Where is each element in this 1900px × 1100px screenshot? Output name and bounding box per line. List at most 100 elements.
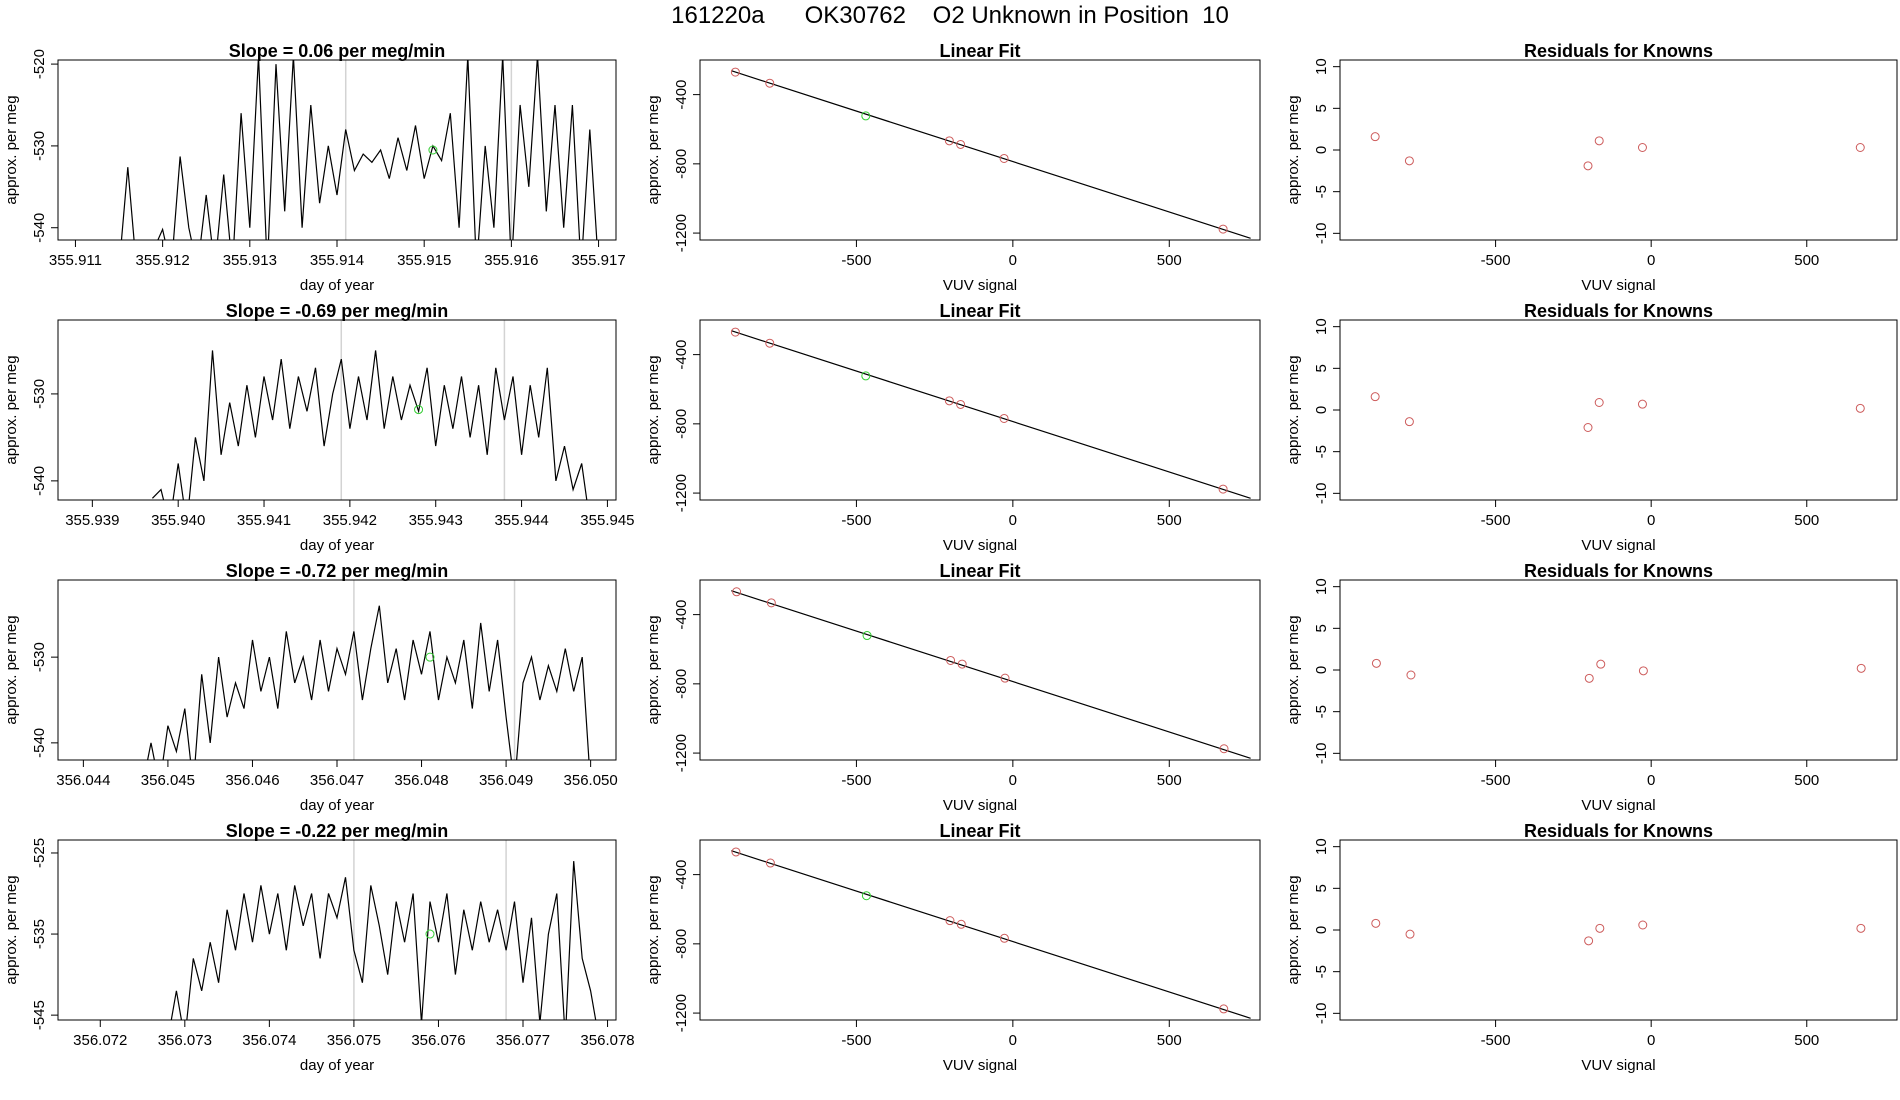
row1-ts-series-line [151,350,588,500]
row3-fit-ylabel: approx. per meg [645,875,662,984]
row0-fit-unknown-point [861,111,871,121]
row2-res-point-0 [1371,658,1381,668]
row3-res-point-2 [1584,936,1594,946]
row1-fit-title: Linear Fit [939,301,1020,321]
row2-res-ytick-0: 10 [1313,578,1330,595]
row1-fit-frame [699,319,1261,501]
row1-ts-xtick-2: 355.941 [237,512,291,529]
row0-ts-unknown-point [428,145,438,155]
row1-ts-ytick-1: -540 [31,466,48,496]
row0-ts-xtick-2: 355.913 [223,252,277,269]
row0-ts-xtick-0: 355.911 [49,252,102,269]
row2-fit-known-point-4 [1000,673,1010,683]
row3-ts-ytick-2: -545 [31,1000,48,1030]
row0-res-point-2 [1583,161,1593,171]
row1-fit-xtick-1: 0 [1009,512,1017,529]
row1-res-ytick-4: -10 [1313,482,1330,504]
row3-fit-ytick-2: -1200 [673,994,690,1032]
row2-ts-xtick-4: 356.048 [394,772,448,789]
row0-res-frame [1339,59,1898,241]
row3-ts-xlabel: day of year [300,1057,374,1074]
row0-fit-known-point-4 [999,153,1009,163]
row3-ts-ytick-0: -525 [31,838,48,868]
row1-fit-known-point-4 [999,413,1009,423]
row3-ts-xtick-0: 356.072 [73,1032,127,1049]
row1-res-point-3 [1594,398,1604,407]
row1-res-point-0 [1370,392,1380,402]
row2-fit-known-point-3 [957,659,967,669]
row0-ts-ytick-1: -530 [31,131,48,161]
row0-res-title: Residuals for Knowns [1524,41,1713,61]
row0-fit-known-point-0 [730,67,740,77]
row3-res-ytick-3: -5 [1313,965,1330,978]
row0-fit-frame [699,59,1261,241]
row1-fit-ytick-0: -400 [673,340,690,370]
row2-fit-ytick-2: -1200 [673,734,690,772]
row1-ts-xtick-4: 355.943 [409,512,463,529]
row2-res-point-4 [1638,666,1648,676]
row3-res-xtick-0: -500 [1481,1032,1511,1049]
row2-fit-known-point-5 [1219,744,1229,754]
row2-ts-ytick-1: -540 [31,728,48,758]
row0-ts-title: Slope = 0.06 per meg/min [229,41,446,61]
row0-fit-ytick-2: -1200 [673,214,690,252]
row2-fit-known-point-1 [766,598,776,608]
row2-ts-xlabel: day of year [300,797,374,814]
row3-fit-known-point-0 [731,847,741,857]
row3-res-ytick-1: 5 [1313,884,1330,892]
row3-ts-xtick-3: 356.075 [327,1032,381,1049]
row0-res-xtick-1: 0 [1647,252,1655,269]
row3-ts-series-line [170,861,597,1020]
row2-ts-title: Slope = -0.72 per meg/min [226,561,449,581]
row2-res-point-5 [1856,663,1866,673]
row2-fit-ytick-0: -400 [673,600,690,630]
row0-res-xlabel: VUV signal [1581,277,1655,294]
row2-fit-xtick-2: 500 [1157,772,1182,789]
row1-ts-ytick-0: -530 [31,379,48,409]
row1-ts-frame [57,319,617,501]
row1-res-ytick-0: 10 [1313,318,1330,335]
row3-ts-xtick-2: 356.074 [242,1032,296,1049]
row2-res-ytick-4: -10 [1313,742,1330,764]
row0-res-point-1 [1404,156,1414,166]
row1-res-ylabel: approx. per meg [1285,355,1302,464]
figure-title: 161220a OK30762 O2 Unknown in Position 1… [671,2,1229,29]
row0-ts-xtick-3: 355.914 [310,252,364,269]
row2-ts-xtick-5: 356.049 [479,772,533,789]
row3-fit-known-point-3 [956,919,966,929]
row3-res-xtick-2: 500 [1794,1032,1819,1049]
row3-res-point-0 [1371,918,1381,928]
row3-ts-unknown-point [425,929,435,939]
row0-fit-line [731,70,1251,239]
row1-ts-xtick-3: 355.942 [323,512,377,529]
row3-ts-title: Slope = -0.22 per meg/min [226,821,449,841]
row3-res-ytick-0: 10 [1313,838,1330,855]
row1-fit-unknown-point [861,371,871,381]
row1-ts-xlabel: day of year [300,537,374,554]
row1-res-frame [1339,319,1898,501]
row1-ts-unknown-point [414,405,424,415]
row3-fit-title: Linear Fit [939,821,1020,841]
row2-ts-ylabel: approx. per meg [3,615,20,724]
row2-fit-title: Linear Fit [939,561,1020,581]
row3-res-point-5 [1856,923,1866,933]
row2-res-ylabel: approx. per meg [1285,615,1302,724]
row2-fit-ylabel: approx. per meg [645,615,662,724]
row0-ts-ytick-0: -520 [31,49,48,79]
row0-ts-xlabel: day of year [300,277,374,294]
row3-ts-xtick-1: 356.073 [158,1032,212,1049]
row1-ts-xtick-6: 355.945 [580,512,634,529]
row3-ts-xtick-5: 356.077 [496,1032,550,1049]
row2-fit-line [731,590,1251,759]
row0-ts-ytick-2: -540 [31,213,48,243]
row0-res-xtick-2: 500 [1794,252,1819,269]
row1-fit-ytick-1: -800 [673,409,690,439]
row1-res-xtick-2: 500 [1794,512,1819,529]
row0-fit-known-point-1 [765,78,775,88]
row1-res-point-4 [1637,399,1647,409]
row1-res-point-5 [1855,403,1865,413]
row2-ts-series-line [146,605,590,760]
row1-fit-known-point-5 [1218,484,1228,494]
row0-fit-known-point-2 [944,136,954,146]
